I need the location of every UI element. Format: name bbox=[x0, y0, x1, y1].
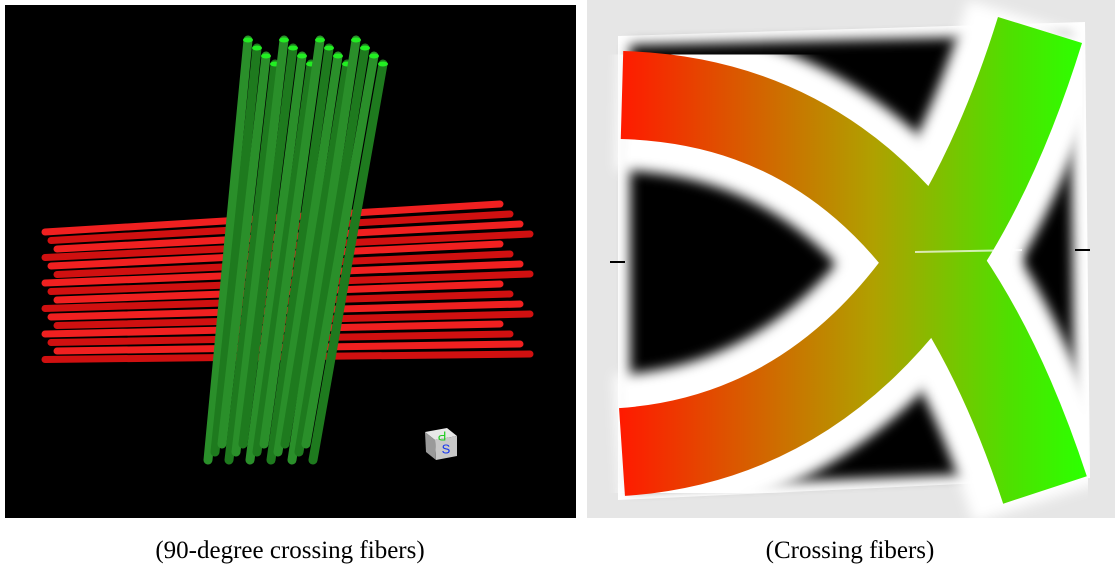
panel-right bbox=[587, 0, 1115, 518]
caption: (90-degree crossing fibers) bbox=[155, 537, 424, 564]
green-tube-end bbox=[360, 46, 370, 51]
green-tube-end bbox=[324, 46, 334, 51]
cube-label-s: S bbox=[442, 441, 451, 456]
green-tube-end bbox=[252, 46, 262, 51]
panel-left: P S bbox=[5, 5, 576, 518]
green-tube-end bbox=[333, 54, 343, 59]
green-tube-end bbox=[351, 38, 361, 43]
green-tube-end bbox=[369, 54, 379, 59]
green-tube-end bbox=[378, 62, 388, 67]
green-tube-end bbox=[279, 38, 289, 43]
green-tube-end bbox=[261, 54, 271, 59]
caption: (Crossing fibers) bbox=[766, 537, 935, 564]
green-tube-end bbox=[288, 46, 298, 51]
figure: P S (90-degree crossing fibers) (Crossin… bbox=[0, 0, 1115, 583]
green-tube-end bbox=[297, 54, 307, 59]
green-tube-end bbox=[243, 38, 253, 43]
green-tube-end bbox=[315, 38, 325, 43]
